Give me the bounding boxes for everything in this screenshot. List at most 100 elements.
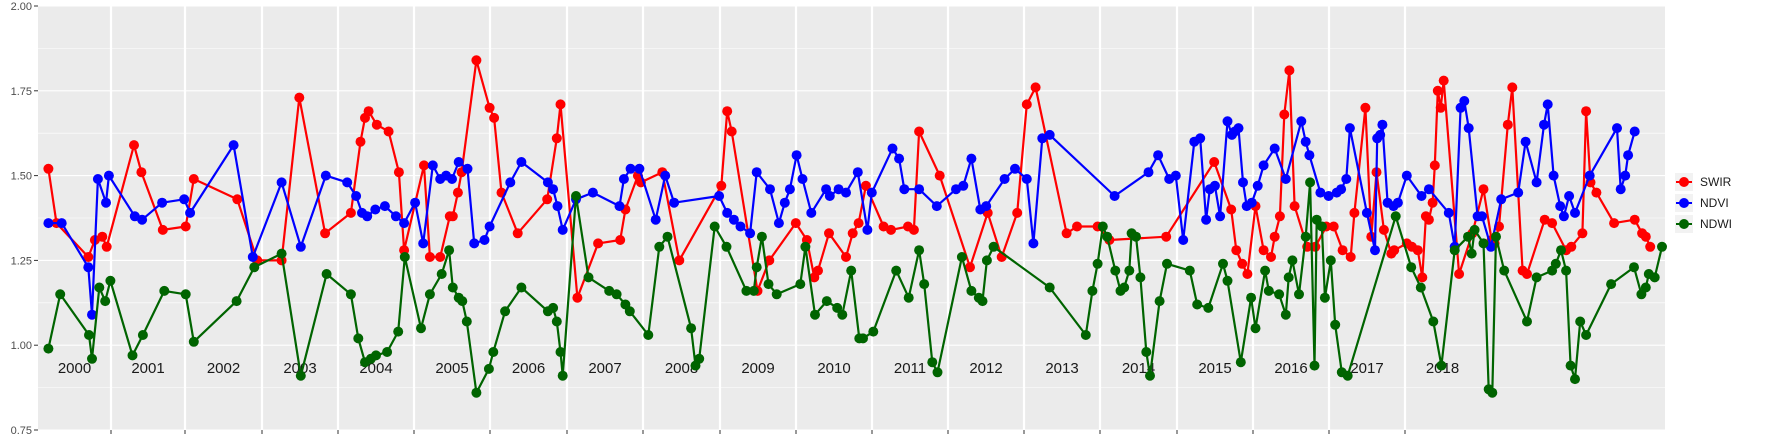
data-point-swir (1378, 224, 1389, 235)
data-point-swir (674, 255, 685, 266)
year-label: 2015 (1198, 360, 1231, 377)
data-point-swir (1242, 269, 1253, 279)
data-point-ndvi (625, 163, 636, 174)
data-point-ndwi (382, 347, 393, 357)
data-point-swir (965, 262, 975, 273)
data-point-ndvi (862, 224, 873, 235)
data-point-ndvi (722, 207, 733, 218)
data-point-ndvi (1370, 245, 1380, 256)
data-point-swir (1423, 214, 1434, 225)
data-point-swir (764, 255, 775, 266)
data-point-ndwi (721, 241, 732, 252)
data-point-swir (847, 228, 858, 239)
data-point-ndwi (1192, 299, 1203, 310)
data-point-ndwi (416, 323, 426, 334)
data-point-ndwi (810, 309, 820, 320)
data-point-ndvi (728, 214, 739, 225)
data-point-swir (1289, 201, 1300, 212)
legend-label: SWIR (1700, 175, 1732, 189)
data-point-ndvi (370, 204, 381, 215)
data-point-ndvi (469, 238, 480, 249)
data-point-swir (572, 292, 583, 303)
data-point-ndwi (295, 370, 306, 381)
data-point-swir (97, 231, 108, 242)
data-point-ndwi (932, 367, 943, 378)
data-point-swir (1030, 82, 1041, 93)
data-point-ndvi (958, 180, 969, 191)
data-point-swir (813, 265, 823, 276)
data-point-ndwi (276, 248, 287, 259)
data-point-ndwi (763, 279, 774, 290)
data-point-ndvi (1336, 184, 1347, 195)
data-point-swir (1279, 109, 1290, 120)
data-point-ndwi (868, 326, 879, 337)
data-point-ndwi (643, 330, 654, 340)
year-labels: 2000 2001 2002 2003 2004 2005 2006 2007 2008 2009… (58, 360, 1459, 377)
data-point-ndvi (981, 201, 992, 212)
data-point-ndvi (1209, 180, 1220, 191)
data-point-ndwi (1218, 258, 1228, 269)
data-point-swir (1417, 272, 1428, 283)
data-point-swir (1349, 207, 1360, 218)
data-point-ndvi (1629, 126, 1640, 137)
data-point-swir (860, 180, 871, 191)
y-tick-label: 1.50 (11, 171, 32, 183)
data-point-ndwi (709, 221, 720, 232)
data-point-ndwi (424, 289, 435, 300)
data-point-swir (726, 126, 737, 137)
data-point-ndwi (345, 289, 356, 300)
data-point-ndwi (1246, 292, 1257, 303)
data-point-ndwi (846, 265, 857, 276)
data-point-swir (1547, 218, 1558, 229)
year-label: 2005 (435, 360, 468, 377)
data-point-ndvi (43, 218, 54, 229)
data-point-ndwi (832, 302, 843, 313)
data-point-swir (345, 207, 356, 218)
data-point-swir (542, 194, 553, 205)
data-point-ndvi (784, 184, 795, 195)
data-point-swir (593, 238, 604, 249)
data-point-ndwi (231, 296, 242, 307)
data-point-ndwi (1280, 309, 1291, 320)
year-label: 2008 (665, 360, 698, 377)
data-point-ndvi (1215, 211, 1226, 222)
data-point-ndwi (858, 333, 868, 344)
data-point-ndwi (447, 282, 458, 293)
data-point-ndwi (555, 347, 566, 357)
data-point-ndvi (1170, 170, 1181, 181)
data-point-swir (393, 167, 404, 178)
data-point-ndvi (1548, 170, 1559, 181)
data-point-ndwi (611, 289, 622, 300)
data-point-swir (1021, 99, 1032, 110)
year-label: 2017 (1350, 360, 1383, 377)
data-point-ndwi (100, 296, 111, 307)
data-point-ndvi (1416, 191, 1427, 201)
y-tick-label: 2.00 (11, 1, 32, 13)
data-point-swir (1226, 204, 1237, 215)
data-point-swir (452, 187, 463, 198)
data-point-ndwi (87, 353, 97, 364)
data-point-ndwi (821, 296, 832, 307)
data-point-ndvi (1615, 184, 1626, 195)
data-point-ndvi (276, 177, 287, 188)
data-point-ndvi (1392, 197, 1403, 208)
data-point-ndvi (618, 174, 629, 184)
data-point-ndwi (1300, 231, 1311, 242)
data-point-swir (841, 252, 851, 262)
data-point-ndwi (694, 353, 705, 364)
data-point-swir (551, 133, 562, 144)
data-point-ndwi (1570, 374, 1580, 385)
data-point-ndwi (1184, 265, 1195, 276)
data-point-ndwi (756, 231, 767, 242)
data-point-swir (129, 140, 139, 151)
data-point-ndvi (453, 157, 464, 167)
data-point-ndwi (188, 336, 199, 347)
y-axis: 0.75 1.00 1.25 1.50 1.75 2.00 (11, 1, 38, 437)
data-point-ndvi (999, 174, 1010, 184)
data-point-ndwi (1080, 330, 1091, 340)
data-point-swir (1389, 245, 1400, 256)
data-point-ndwi (1097, 221, 1108, 232)
data-point-swir (1337, 245, 1348, 256)
data-point-ndwi (516, 282, 527, 293)
